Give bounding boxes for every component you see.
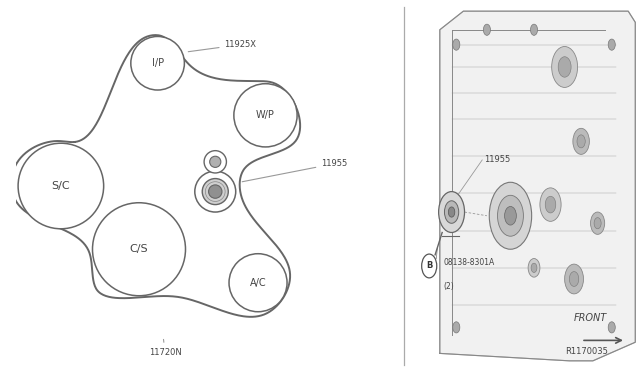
Circle shape xyxy=(202,179,228,205)
Circle shape xyxy=(489,182,532,249)
Text: 11720N: 11720N xyxy=(148,339,181,357)
Circle shape xyxy=(545,196,556,213)
Circle shape xyxy=(131,36,184,90)
Circle shape xyxy=(558,57,571,77)
Circle shape xyxy=(195,171,236,212)
Circle shape xyxy=(570,272,579,286)
Circle shape xyxy=(504,206,516,225)
Circle shape xyxy=(422,254,436,278)
Text: (2): (2) xyxy=(444,282,454,291)
Text: C/S: C/S xyxy=(130,244,148,254)
Text: 11955: 11955 xyxy=(484,155,511,164)
Text: 08138-8301A: 08138-8301A xyxy=(444,258,495,267)
Text: FRONT: FRONT xyxy=(574,313,607,323)
Circle shape xyxy=(573,128,589,154)
Circle shape xyxy=(540,188,561,221)
Text: S/C: S/C xyxy=(52,181,70,191)
Circle shape xyxy=(483,24,490,35)
Circle shape xyxy=(452,39,460,50)
Circle shape xyxy=(444,201,459,223)
Circle shape xyxy=(591,212,605,234)
Circle shape xyxy=(229,254,287,312)
Circle shape xyxy=(210,156,221,167)
Circle shape xyxy=(449,207,455,217)
Text: R1170035: R1170035 xyxy=(564,347,607,356)
Circle shape xyxy=(577,135,585,148)
Circle shape xyxy=(528,259,540,277)
Circle shape xyxy=(552,46,577,87)
Circle shape xyxy=(594,218,601,229)
Polygon shape xyxy=(440,11,636,361)
Circle shape xyxy=(452,322,460,333)
Text: 11955: 11955 xyxy=(242,159,348,182)
Text: W/P: W/P xyxy=(256,110,275,120)
Circle shape xyxy=(497,195,524,236)
Circle shape xyxy=(204,151,227,173)
Circle shape xyxy=(608,322,615,333)
Circle shape xyxy=(93,203,186,296)
Text: I/P: I/P xyxy=(152,58,164,68)
Text: 11925X: 11925X xyxy=(188,40,257,52)
Circle shape xyxy=(209,185,222,198)
Circle shape xyxy=(564,264,584,294)
Circle shape xyxy=(608,39,615,50)
Circle shape xyxy=(234,84,297,147)
Text: B: B xyxy=(426,262,433,270)
Circle shape xyxy=(531,24,538,35)
Circle shape xyxy=(18,143,104,229)
Text: A/C: A/C xyxy=(250,278,266,288)
Circle shape xyxy=(531,263,537,272)
Circle shape xyxy=(438,192,465,232)
